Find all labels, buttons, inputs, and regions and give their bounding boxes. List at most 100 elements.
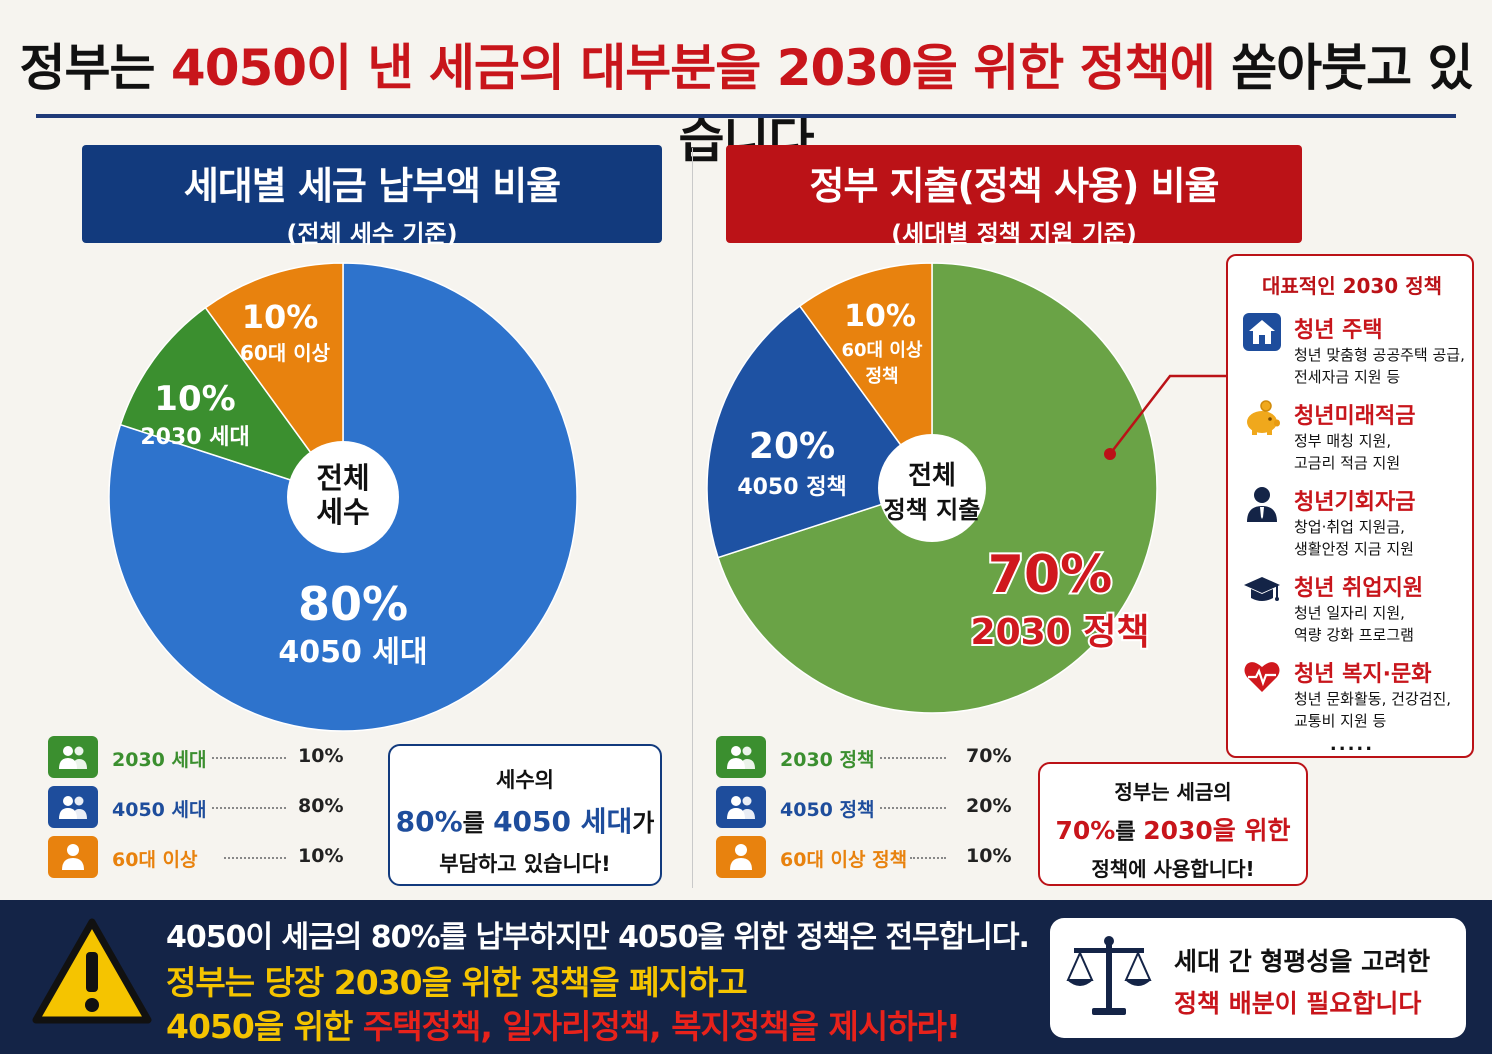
legend-value: 10% xyxy=(966,845,1012,867)
bottom-line3-a: 4050을 위한 xyxy=(166,1007,363,1046)
policy-desc-line2: 역량 강화 프로그램 xyxy=(1294,626,1414,644)
legend-row: 2030 세대 10% xyxy=(48,736,348,778)
column-divider xyxy=(692,148,693,888)
policy-desc: 정부 매칭 지원, 고금리 적금 지원 xyxy=(1294,430,1400,474)
legend-leader xyxy=(212,757,286,759)
spending-callout-hl2: 2030을 위한 xyxy=(1143,816,1291,845)
policy-desc-line2: 교통비 지원 등 xyxy=(1294,712,1387,730)
spending-chart-subtitle: (세대별 정책 지원 기준) xyxy=(891,220,1137,248)
bottom-line3: 4050을 위한 주택정책, 일자리정책, 복지정책을 제시하라! xyxy=(166,1000,961,1048)
legend-leader xyxy=(880,757,946,759)
legend-leader xyxy=(224,857,286,859)
spending-callout-line2: 70%를 2030을 위한 xyxy=(1040,811,1306,847)
pie-slice-2 xyxy=(706,304,934,559)
house-icon xyxy=(1243,313,1281,351)
legend-label: 60대 이상 xyxy=(112,849,198,871)
spending-chart-banner: 정부 지출(정책 사용) 비율 (세대별 정책 지원 기준) xyxy=(726,145,1302,248)
policy-name: 청년 취업지원 xyxy=(1294,576,1424,601)
slice-label-2030-pct: 70% xyxy=(988,545,1112,605)
tax-callout: 세수의 80%를 4050 세대가 부담하고 있습니다! xyxy=(388,744,662,886)
bottom-line3-b: 주택정책, 일자리정책, 복지정책 xyxy=(362,1007,790,1046)
bottom-line1: 4050이 세금의 80%를 납부하지만 4050을 위한 정책은 전무합니다. xyxy=(166,920,1030,955)
legend-label: 60대 이상 정책 xyxy=(780,849,908,871)
policy-name: 청년미래적금 xyxy=(1294,404,1416,429)
legend-row: 60대 이상 정책 10% xyxy=(716,836,1016,878)
policy-desc-line1: 정부 매칭 지원, xyxy=(1294,432,1392,450)
tax-callout-hl2: 4050 세대 xyxy=(493,805,633,838)
slice-label-60plus-pct: 10% xyxy=(242,298,319,336)
policy-desc-line1: 청년 문화활동, 건강검진, xyxy=(1294,690,1452,708)
policy-desc-line1: 창업·취업 지원금, xyxy=(1294,518,1405,536)
connector-line xyxy=(1109,374,1226,455)
title-part1: 정부는 xyxy=(19,39,171,97)
title-highlight: 4050이 낸 세금의 대부분을 2030을 위한 정책에 xyxy=(170,39,1216,97)
slice-label-60plus-name2: 정책 xyxy=(865,366,898,387)
legend-leader xyxy=(910,857,946,859)
tax-chart-title: 세대별 세금 납부액 비율 xyxy=(183,164,561,208)
policy-desc: 청년 일자리 지원, 역량 강화 프로그램 xyxy=(1294,602,1414,646)
legend-label: 2030 세대 xyxy=(112,749,207,771)
pie-center-label-line1: 전체 xyxy=(908,461,956,491)
legend-row: 4050 세대 80% xyxy=(48,786,348,828)
piggy-bank-icon xyxy=(1247,400,1280,435)
bottom-banner: 4050이 세금의 80%를 납부하지만 4050을 위한 정책은 전무합니다.… xyxy=(0,900,1492,1054)
spending-callout-hl1: 70% xyxy=(1055,816,1116,845)
heart-icon xyxy=(1244,662,1280,692)
people-icon xyxy=(48,786,98,828)
policy-desc: 창업·취업 지원금, 생활안정 지금 지원 xyxy=(1294,516,1414,560)
legend-label: 2030 정책 xyxy=(780,749,875,771)
tax-callout-mid: 를 xyxy=(462,809,494,837)
people-icon xyxy=(48,736,98,778)
pie-center-label-line1: 전체 xyxy=(316,461,369,495)
spending-callout: 정부는 세금의 70%를 2030을 위한 정책에 사용합니다! xyxy=(1038,762,1308,886)
policy-list-heading: 대표적인 2030 정책 xyxy=(1262,274,1442,298)
bottom-line3-c: 을 제시하라! xyxy=(788,1007,961,1046)
policy-name: 청년 주택 xyxy=(1294,318,1383,343)
slice-label-2030-name: 2030 세대 xyxy=(140,425,249,450)
spending-pie-chart: 전체 정책 지출 70% 2030 정책 20% 4050 정책 10% 60대… xyxy=(706,262,1158,714)
equity-message-line1: 세대 간 형평성을 고려한 xyxy=(1174,947,1431,976)
policy-desc: 청년 맞춤형 공공주택 공급, 전세자금 지원 등 xyxy=(1294,344,1465,388)
slice-label-4050-pct: 20% xyxy=(749,426,835,467)
spending-chart-title: 정부 지출(정책 사용) 비율 xyxy=(809,164,1219,208)
elder-icon xyxy=(48,836,98,878)
pie-slice-3 xyxy=(798,262,933,491)
policy-list-box: 대표적인 2030 정책 청년 주택 청년 맞춤형 공공주택 공급, 전세자금 지… xyxy=(1226,254,1474,758)
policy-desc-line1: 청년 일자리 지원, xyxy=(1294,604,1405,622)
pie-slice-3 xyxy=(204,262,344,500)
spending-callout-line3: 정책에 사용합니다! xyxy=(1091,857,1255,881)
spending-legend: 2030 정책 70% 4050 정책 20% 60대 이상 정책 10% xyxy=(716,736,1016,880)
slice-label-2030-name: 2030 정책 xyxy=(971,612,1150,653)
equity-message-line2: 정책 배분이 필요합니다 xyxy=(1174,989,1422,1018)
policy-name: 청년기회자금 xyxy=(1294,490,1416,515)
tax-callout-line2: 80%를 4050 세대가 xyxy=(390,800,660,840)
pie-center-label-line2: 세수 xyxy=(316,495,369,529)
legend-value: 80% xyxy=(298,795,344,817)
pie-center-hole xyxy=(878,434,986,542)
tax-callout-line3: 부담하고 있습니다! xyxy=(439,852,611,876)
people-icon xyxy=(716,786,766,828)
legend-leader xyxy=(880,807,946,809)
tax-callout-hl1: 80% xyxy=(395,805,463,838)
graduation-cap-icon xyxy=(1244,577,1280,601)
connector-dot xyxy=(1104,448,1116,460)
balance-scale-icon xyxy=(1066,936,1152,1015)
legend-row: 4050 정책 20% xyxy=(716,786,1016,828)
slice-label-60plus-pct: 10% xyxy=(844,299,916,334)
slice-label-60plus-name1: 60대 이상 xyxy=(842,340,923,361)
tax-callout-line1: 세수의 xyxy=(496,768,554,792)
policy-list-more: ..... xyxy=(1329,734,1375,755)
legend-value: 10% xyxy=(298,845,344,867)
policy-desc-line2: 전세자금 지원 등 xyxy=(1294,368,1401,386)
policy-desc-line2: 생활안정 지금 지원 xyxy=(1294,540,1414,558)
tax-pie-chart: 전체 세수 80% 4050 세대 10% 2030 세대 10% 60대 이상 xyxy=(108,262,578,732)
policy-desc-line2: 고금리 적금 지원 xyxy=(1294,454,1401,472)
elder-icon xyxy=(716,836,766,878)
legend-value: 10% xyxy=(298,745,344,767)
people-icon xyxy=(716,736,766,778)
legend-leader xyxy=(212,807,286,809)
spending-callout-mid: 를 xyxy=(1115,820,1144,845)
warning-icon xyxy=(32,918,152,1024)
policy-desc: 청년 문화활동, 건강검진, 교통비 지원 등 xyxy=(1294,688,1451,732)
